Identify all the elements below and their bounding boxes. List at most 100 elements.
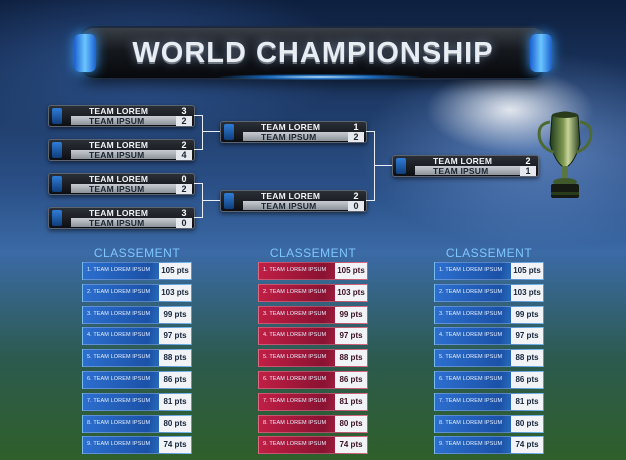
title-cap-right — [530, 34, 552, 72]
team-points: 74 pts — [335, 437, 367, 454]
team-label: 3. TEAM LOREM IPSUM — [263, 310, 327, 317]
team-points: 88 pts — [511, 350, 543, 367]
team-name: TEAM IPSUM — [89, 218, 145, 228]
team-name: TEAM IPSUM — [433, 166, 489, 176]
team-label: 4. TEAM LOREM IPSUM — [87, 332, 151, 339]
table-row: 6. TEAM LOREM IPSUM 86 pts — [434, 370, 544, 389]
team-score: 1 — [520, 166, 536, 176]
standings-heading: CLASSEMENT — [445, 246, 533, 260]
team-points: 81 pts — [511, 393, 543, 410]
match-tab — [224, 193, 234, 209]
standings-heading: CLASSEMENT — [269, 246, 357, 260]
team-label: 7. TEAM LOREM IPSUM — [439, 397, 503, 404]
team-label: 1. TEAM LOREM IPSUM — [263, 267, 327, 273]
team-name: TEAM LOREM — [89, 140, 149, 150]
team-label: 4. TEAM LOREM IPSUM — [263, 332, 327, 339]
standings-table: 1. TEAM LOREM IPSUM 105 pts 2. TEAM LOREM… — [258, 262, 368, 458]
bracket-connector — [202, 131, 220, 132]
bracket-connector — [202, 200, 220, 201]
table-row: 6. TEAM LOREM IPSUM 86 pts — [82, 370, 192, 389]
title-banner: WORLD CHAMPIONSHIP — [74, 28, 552, 78]
team-score: 2 — [176, 184, 192, 194]
table-row: 9. TEAM LOREM IPSUM 74 pts — [258, 436, 368, 455]
table-row: 4. TEAM LOREM IPSUM 97 pts — [258, 327, 368, 346]
team-points: 88 pts — [335, 350, 367, 367]
table-row: 3. TEAM LOREM IPSUM 99 pts — [434, 305, 544, 324]
team-name: TEAM LOREM — [261, 122, 321, 132]
team-label: 1. TEAM LOREM IPSUM — [87, 267, 151, 273]
team-points: 97 pts — [335, 328, 367, 345]
team-label: 7. TEAM LOREM IPSUM — [87, 397, 151, 404]
team-points: 88 pts — [159, 350, 191, 367]
team-score: 0 — [181, 174, 187, 184]
team-label: 9. TEAM LOREM IPSUM — [439, 441, 503, 448]
team-score: 4 — [176, 150, 192, 160]
team-label: 6. TEAM LOREM IPSUM — [439, 375, 503, 382]
team-points: 99 pts — [159, 306, 191, 323]
team-score: 0 — [348, 201, 364, 211]
table-row: 7. TEAM LOREM IPSUM 81 pts — [434, 392, 544, 411]
team-name: TEAM IPSUM — [89, 116, 145, 126]
match-r1-3: TEAM LOREM 0 TEAM IPSUM 2 — [48, 173, 195, 195]
team-label: 9. TEAM LOREM IPSUM — [87, 441, 151, 448]
bracket-connector — [194, 149, 202, 150]
team-label: 8. TEAM LOREM IPSUM — [87, 419, 151, 426]
team-name: TEAM LOREM — [89, 106, 149, 116]
team-label: 3. TEAM LOREM IPSUM — [439, 310, 503, 317]
table-row: 3. TEAM LOREM IPSUM 99 pts — [82, 305, 192, 324]
bracket-connector — [366, 200, 374, 201]
team-label: 3. TEAM LOREM IPSUM — [87, 310, 151, 317]
match-tab — [52, 176, 62, 192]
team-label: 5. TEAM LOREM IPSUM — [263, 354, 327, 361]
team-name: TEAM LOREM — [89, 208, 149, 218]
team-points: 86 pts — [335, 371, 367, 388]
team-score: 2 — [353, 191, 359, 201]
team-score: 3 — [181, 106, 187, 116]
match-r1-1: TEAM LOREM 3 TEAM IPSUM 2 — [48, 105, 195, 127]
team-points: 86 pts — [511, 371, 543, 388]
team-label: 7. TEAM LOREM IPSUM — [263, 397, 327, 404]
table-row: 2. TEAM LOREM IPSUM 103 pts — [82, 283, 192, 302]
table-row: 7. TEAM LOREM IPSUM 81 pts — [82, 392, 192, 411]
team-points: 97 pts — [511, 328, 543, 345]
team-score: 2 — [525, 156, 531, 166]
team-points: 99 pts — [335, 306, 367, 323]
team-score: 2 — [176, 116, 192, 126]
team-label: 4. TEAM LOREM IPSUM — [439, 332, 503, 339]
team-score: 3 — [181, 208, 187, 218]
team-score: 2 — [348, 132, 364, 142]
match-tab — [52, 210, 62, 226]
team-name: TEAM LOREM — [261, 191, 321, 201]
table-row: 2. TEAM LOREM IPSUM 103 pts — [434, 283, 544, 302]
team-points: 80 pts — [511, 415, 543, 432]
standings-heading: CLASSEMENT — [93, 246, 181, 260]
table-row: 4. TEAM LOREM IPSUM 97 pts — [82, 327, 192, 346]
team-points: 103 pts — [511, 284, 543, 301]
team-label: 9. TEAM LOREM IPSUM — [263, 441, 327, 448]
bracket-connector — [202, 115, 203, 150]
team-label: 8. TEAM LOREM IPSUM — [263, 419, 327, 426]
table-row: 1. TEAM LOREM IPSUM 105 pts — [434, 262, 544, 280]
team-points: 74 pts — [159, 437, 191, 454]
table-row: 7. TEAM LOREM IPSUM 81 pts — [258, 392, 368, 411]
team-points: 80 pts — [159, 415, 191, 432]
bracket-connector — [374, 165, 392, 166]
match-r1-2: TEAM LOREM 2 TEAM IPSUM 4 — [48, 139, 195, 161]
team-name: TEAM IPSUM — [261, 201, 317, 211]
team-points: 103 pts — [159, 284, 191, 301]
table-row: 9. TEAM LOREM IPSUM 74 pts — [434, 436, 544, 455]
team-points: 99 pts — [511, 306, 543, 323]
table-row: 8. TEAM LOREM IPSUM 80 pts — [258, 414, 368, 433]
table-row: 8. TEAM LOREM IPSUM 80 pts — [434, 414, 544, 433]
page-title: WORLD CHAMPIONSHIP — [132, 37, 494, 69]
team-name: TEAM IPSUM — [89, 150, 145, 160]
team-label: 2. TEAM LOREM IPSUM — [87, 288, 151, 295]
match-r1-4: TEAM LOREM 3 TEAM IPSUM 0 — [48, 207, 195, 229]
match-semi-2: TEAM LOREM 2 TEAM IPSUM 0 — [220, 190, 367, 212]
table-row: 6. TEAM LOREM IPSUM 86 pts — [258, 370, 368, 389]
table-row: 5. TEAM LOREM IPSUM 88 pts — [82, 349, 192, 368]
title-glow — [220, 74, 420, 80]
standings-table: 1. TEAM LOREM IPSUM 105 pts 2. TEAM LOREM… — [434, 262, 544, 458]
bracket-connector — [194, 115, 202, 116]
